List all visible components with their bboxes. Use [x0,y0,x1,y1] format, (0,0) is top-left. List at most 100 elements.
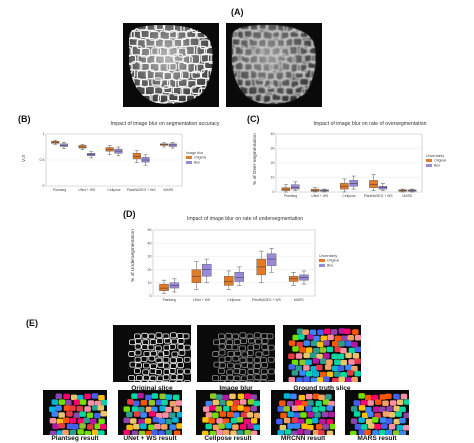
cell-outline [317,48,322,57]
cell-outline [170,363,177,369]
segmented-cell [101,399,107,406]
segmented-cell [399,406,406,413]
segmented-cell [311,417,319,424]
segmented-cell [66,411,73,417]
slice-cells [128,332,191,382]
segmented-cell [340,359,347,366]
segmented-cell [145,430,153,435]
segmented-cell [58,423,65,429]
cell-outline [133,379,141,382]
segmented-cell [69,405,76,411]
segmented-cell [358,393,365,399]
y-tick-label: 0 [150,294,152,298]
cell-outline [246,362,254,369]
segmented-cell [216,429,223,435]
segmented-cell [354,370,361,377]
cell-outline [232,95,237,104]
microscopy-original-image [123,23,219,107]
segmented-cell [323,353,330,359]
cell-outline [134,356,142,363]
cell-outline [173,38,184,48]
segmented-cell [291,370,299,376]
segmented-cell [352,353,360,359]
cell-outline [310,25,316,32]
cell-outline [211,94,213,104]
segmented-cell [72,424,79,430]
cell-outline [232,333,239,340]
cell-outline [266,85,276,94]
segmented-cell [230,417,238,424]
segmented-cell [312,358,320,364]
segmented-cell [237,405,244,411]
segmented-cell [288,364,295,370]
segmented-cell [365,406,372,413]
segmented-cell [86,412,94,419]
segmented-cell [328,400,335,407]
segmented-cell [358,405,366,411]
cell-outline [226,362,234,369]
cell-outline [128,351,136,357]
segmented-cell [326,418,333,425]
segmented-cell [205,400,213,407]
chart-b-title: Impact of image blur on segmentation acc… [110,121,220,127]
segmented-cell [58,412,65,418]
segmented-cell [209,393,217,399]
segmented-cell [319,347,327,353]
segmented-cell [250,405,257,412]
x-tick-label: Cellpose [107,188,120,192]
legend-label: Original [327,259,339,263]
segmented-cell [140,399,148,406]
y-tick-label: 50 [148,228,152,232]
cell-outline [320,103,322,107]
chart-c-boxplot: 0 10 20 30 40 Plantseg UNet + WS Cellpose PlantN… [271,132,447,198]
segmented-cell [399,417,406,424]
cell-outline [254,363,261,369]
segmented-cell [140,423,147,429]
cell-outline [135,102,146,104]
cell-outline [163,85,173,94]
segmented-cell [52,423,59,430]
segmented-cell [365,418,373,425]
segmented-cell [307,400,314,406]
segmented-cell [172,417,179,423]
cell-outline [260,357,267,364]
cell-outline [146,102,158,104]
cell-outline [232,46,235,57]
cell-outline [266,333,274,340]
segmented-cell [340,335,348,341]
segmented-cell [372,430,379,435]
segmented-cell [396,424,403,431]
legend-label: Blur [434,164,441,168]
segmented-cell [293,412,301,418]
segmented-cell [151,406,158,413]
segmented-cell [49,430,57,435]
cell-outline [168,30,179,39]
cell-outline [271,30,282,39]
segmented-cell [63,393,70,400]
cell-outline [218,356,226,363]
segmented-cell [310,377,318,382]
cell-outline [171,338,178,345]
segmented-cell [353,400,361,406]
box-original [224,276,234,286]
segmented-cell [299,370,306,376]
segmented-cell [165,394,173,400]
cell-outline [285,55,296,65]
panel-b-label: (B) [18,114,31,124]
cell-outline [255,102,267,104]
caption-image-blur: Image blur [219,385,253,392]
segmented-cell [337,365,345,371]
segmented-cell [345,352,352,359]
segmented-cell [138,406,145,413]
segmented-cell [226,400,233,407]
segmented-cell [392,430,400,435]
segmented-cell [372,406,380,413]
legend-swatch [186,161,192,164]
cell-outline [241,375,248,382]
segmented-cell [360,400,368,406]
x-tick-label: UNet + WS [311,194,329,198]
cell-outline [251,30,263,41]
segmented-cell [358,417,365,423]
cell-outline [256,71,268,81]
cell-outline [218,343,226,350]
